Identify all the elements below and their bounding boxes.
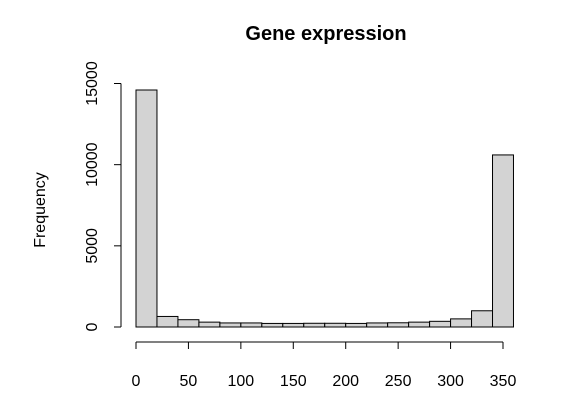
chart-title: Gene expression <box>245 23 406 45</box>
x-tick-label-4: 200 <box>332 373 359 390</box>
y-tick-label-3: 15000 <box>84 61 101 106</box>
histogram-bar-8 <box>304 323 325 327</box>
histogram-bar-11 <box>367 323 388 327</box>
x-tick-label-2: 100 <box>228 373 255 390</box>
y-tick-label-0: 0 <box>84 322 101 331</box>
histogram-bar-5 <box>241 323 262 327</box>
x-tick-label-1: 50 <box>180 373 198 390</box>
histogram-bar-7 <box>283 323 304 327</box>
x-tick-label-5: 250 <box>385 373 412 390</box>
y-axis-label: Frequency <box>32 172 49 248</box>
histogram-bar-10 <box>346 323 367 327</box>
y-tick-label-2: 10000 <box>84 142 101 187</box>
x-axis: 0 50 100 150 200 250 300 350 <box>132 342 517 390</box>
y-axis: 0 5000 10000 15000 <box>84 61 121 331</box>
histogram-bar-17 <box>493 155 514 327</box>
histogram-bar-13 <box>409 322 430 327</box>
bars-group <box>136 90 513 327</box>
histogram-bar-6 <box>262 323 283 327</box>
x-tick-label-7: 350 <box>490 373 517 390</box>
histogram-bar-3 <box>199 322 220 327</box>
histogram-bar-2 <box>178 320 199 327</box>
y-tick-label-1: 5000 <box>84 228 101 264</box>
histogram-bar-4 <box>220 323 241 327</box>
histogram-bar-1 <box>157 316 178 327</box>
histogram-bar-15 <box>451 319 472 327</box>
histogram-bar-16 <box>472 311 493 327</box>
histogram-bar-9 <box>325 323 346 327</box>
histogram-bar-14 <box>430 321 451 327</box>
x-tick-label-6: 300 <box>437 373 464 390</box>
histogram-bar-12 <box>388 323 409 327</box>
x-tick-label-0: 0 <box>132 373 141 390</box>
x-tick-label-3: 150 <box>280 373 307 390</box>
histogram-bar-0 <box>136 90 157 327</box>
